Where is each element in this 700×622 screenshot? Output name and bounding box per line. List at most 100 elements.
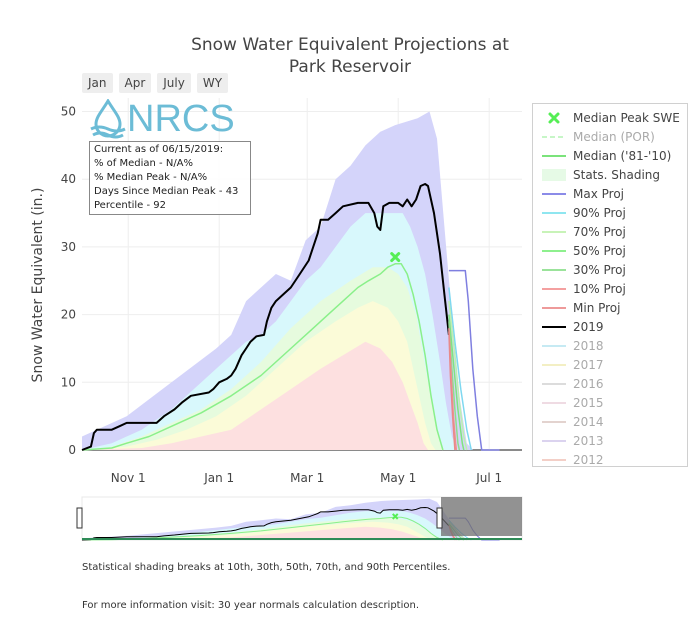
legend-label: Max Proj <box>573 186 624 201</box>
info-line: Percentile - 92 <box>94 200 167 211</box>
y-tick-label: 40 <box>61 172 76 186</box>
legend-label: Median ('81-'10) <box>573 148 672 163</box>
y-tick-label: 10 <box>61 375 76 389</box>
legend-item[interactable]: 70% Proj <box>533 222 685 241</box>
legend-label: Min Proj <box>573 300 621 315</box>
legend-item[interactable]: Median Peak SWE <box>533 108 685 127</box>
mini-series <box>81 506 450 541</box>
range-button-jan[interactable]: Jan <box>82 73 113 93</box>
info-line: Current as of 06/15/2019: <box>94 144 224 155</box>
legend-label: 30% Proj <box>573 262 626 277</box>
legend-swatch <box>542 325 566 328</box>
y-tick-label: 50 <box>61 105 76 119</box>
range-button-wy[interactable]: WY <box>196 73 229 93</box>
legend-swatch <box>542 401 566 404</box>
axes: 0 10 20 30 40 50 Nov 1 Jan 1 Mar 1 May 1 Jul 1 <box>61 105 502 485</box>
legend-label: 70% Proj <box>573 224 626 239</box>
legend-swatch <box>542 268 566 271</box>
nrcs-logo-text: NRCS <box>127 98 235 140</box>
legend-swatch <box>542 192 566 195</box>
series-median-81-10- <box>81 263 444 451</box>
legend-item[interactable]: 50% Proj <box>533 241 685 260</box>
range-slider-handle-left[interactable] <box>76 507 83 529</box>
legend-item[interactable]: Stats. Shading <box>533 165 685 184</box>
range-button-apr[interactable]: Apr <box>118 73 152 93</box>
legend-swatch <box>542 135 566 138</box>
legend-item[interactable]: 2019 <box>533 317 685 336</box>
shading-bands <box>82 111 473 450</box>
series-2019 <box>81 183 450 451</box>
legend-swatch <box>542 230 566 233</box>
range-slider-handle-right[interactable] <box>436 507 443 529</box>
legend-label: 2015 <box>573 395 604 410</box>
x-tick-label: Jul 1 <box>475 471 502 485</box>
legend-label: 2016 <box>573 376 604 391</box>
legend-item[interactable]: 30% Proj <box>533 260 685 279</box>
range-button-july[interactable]: July <box>157 73 191 93</box>
nrcs-logo: NRCS <box>90 99 235 139</box>
water-drop-icon <box>90 99 126 139</box>
legend-swatch <box>548 112 560 123</box>
band-30pct <box>82 341 429 450</box>
footer-note-link[interactable]: For more information visit: 30 year norm… <box>82 600 420 611</box>
legend-label: Median Peak SWE <box>573 110 680 125</box>
legend-swatch <box>542 306 566 309</box>
chart-title-line1: Snow Water Equivalent Projections at <box>191 35 509 55</box>
legend-label: 90% Proj <box>573 205 626 220</box>
range-selector: Jan Apr July WY <box>82 73 229 93</box>
legend-item[interactable]: 10% Proj <box>533 279 685 298</box>
series-lines <box>81 183 500 451</box>
x-tick-label: Mar 1 <box>290 471 324 485</box>
legend-item[interactable]: 2018 <box>533 336 685 355</box>
series-90-proj <box>448 287 473 451</box>
mini-marker <box>392 513 399 520</box>
legend-label: 2017 <box>573 357 604 372</box>
legend-item[interactable]: Median ('81-'10) <box>533 146 685 165</box>
legend-label: 2012 <box>573 452 604 467</box>
legend-swatch <box>542 249 566 252</box>
y-tick-label: 30 <box>61 240 76 254</box>
legend-swatch <box>542 344 566 347</box>
legend-swatch <box>542 168 566 181</box>
legend-swatch <box>542 363 566 366</box>
range-slider-mask <box>441 497 522 536</box>
series-70-proj <box>448 301 468 451</box>
chart-title: Snow Water Equivalent Projections at Par… <box>150 34 550 78</box>
legend-label: 10% Proj <box>573 281 626 296</box>
info-line: Days Since Median Peak - 43 <box>94 186 239 197</box>
y-tick-label: 20 <box>61 308 76 322</box>
info-line: % of Median - N/A% <box>94 158 194 169</box>
legend-swatch <box>542 382 566 385</box>
legend-label: 2018 <box>573 338 604 353</box>
legend-label: 50% Proj <box>573 243 626 258</box>
x-tick-label: Nov 1 <box>111 471 146 485</box>
legend-label: Median (POR) <box>573 129 655 144</box>
range-slider[interactable] <box>76 496 523 541</box>
current-info-box: Current as of 06/15/2019: % of Median - … <box>89 141 251 215</box>
series-max-proj <box>448 269 500 451</box>
legend-swatch <box>542 211 566 214</box>
legend-item[interactable]: 2017 <box>533 355 685 374</box>
x-tick-label: Jan 1 <box>203 471 234 485</box>
footer-note-percentiles: Statistical shading breaks at 10th, 30th… <box>82 562 451 573</box>
legend-item[interactable]: Max Proj <box>533 184 685 203</box>
legend: Median Peak SWE Median (POR) Median ('81-'… <box>532 103 688 467</box>
legend-swatch <box>542 420 566 423</box>
legend-item[interactable]: 90% Proj <box>533 203 685 222</box>
series-min-proj <box>448 331 456 451</box>
median-peak-markers <box>390 252 401 263</box>
legend-swatch <box>542 287 566 290</box>
legend-item[interactable]: 2016 <box>533 374 685 393</box>
legend-item[interactable]: Median (POR) <box>533 127 685 146</box>
legend-item[interactable]: 2014 <box>533 412 685 431</box>
legend-item[interactable]: Min Proj <box>533 298 685 317</box>
series-50-proj <box>448 314 465 451</box>
legend-item[interactable]: 2012 <box>533 450 685 469</box>
mini-band <box>82 526 429 540</box>
legend-item[interactable]: 2015 <box>533 393 685 412</box>
legend-swatch <box>542 154 566 157</box>
legend-item[interactable]: 2013 <box>533 431 685 450</box>
y-tick-label: 0 <box>68 443 76 457</box>
x-tick-label: May 1 <box>380 471 416 485</box>
legend-label: 2019 <box>573 319 604 334</box>
